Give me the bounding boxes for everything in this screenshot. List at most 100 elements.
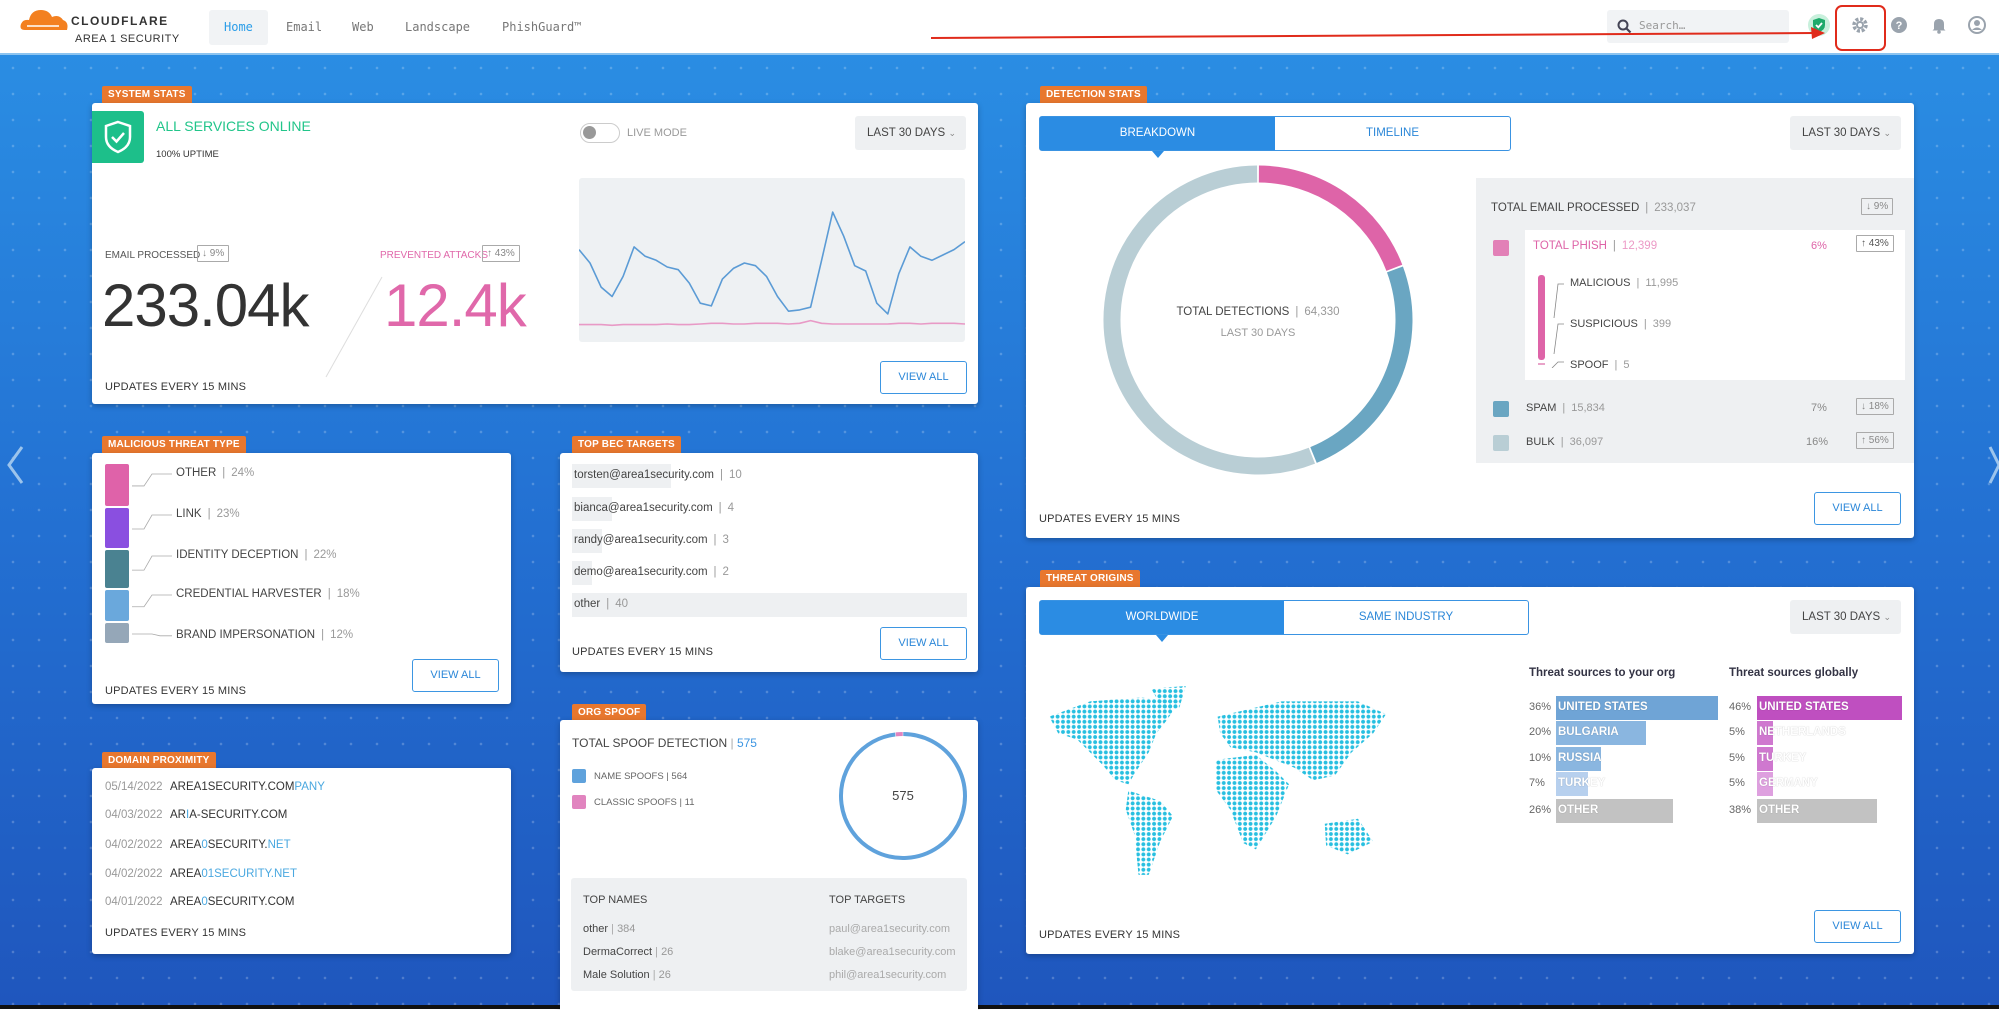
top-name-count: 26 bbox=[661, 946, 673, 958]
status-shield-badge bbox=[92, 111, 144, 163]
bec-target-row[interactable]: torsten@area1security.com|10 bbox=[572, 464, 967, 488]
domain-name[interactable]: AREA0SECURITY.COM bbox=[170, 896, 294, 908]
threat-type-pct: 22% bbox=[313, 549, 336, 561]
source-pct: 7% bbox=[1529, 777, 1545, 789]
connector-line bbox=[130, 593, 174, 611]
domain-diff-part: PANY bbox=[294, 781, 324, 793]
cloudflare-logo[interactable]: CLOUDFLARE AREA 1 SECURITY bbox=[19, 6, 189, 48]
threat-type-bar bbox=[105, 623, 129, 643]
bec-target-text: other|40 bbox=[574, 598, 628, 610]
threat-type-bar bbox=[105, 550, 129, 588]
top-target-item[interactable]: phil@area1security.com bbox=[829, 969, 946, 981]
bec-target-row[interactable]: demo@area1security.com|2 bbox=[572, 561, 967, 585]
top-name: DermaCorrect bbox=[583, 946, 652, 958]
bulk-swatch bbox=[1493, 435, 1509, 451]
separator: | bbox=[714, 566, 717, 578]
range-dropdown[interactable]: LAST 30 DAYS⌄ bbox=[855, 116, 966, 150]
help-icon[interactable]: ? bbox=[1888, 14, 1910, 36]
bulk-value: 36,097 bbox=[1570, 436, 1604, 448]
domain-name[interactable]: AREA1SECURITY.COMPANY bbox=[170, 781, 325, 793]
top-name-count: 384 bbox=[617, 923, 635, 935]
bec-target-row[interactable]: other|40 bbox=[572, 593, 967, 617]
source-country: GERMANY bbox=[1759, 777, 1818, 789]
bulk-pct: 16% bbox=[1806, 436, 1828, 448]
domain-part: AREA bbox=[170, 839, 201, 851]
bec-target-text: demo@area1security.com|2 bbox=[574, 566, 729, 578]
separator: | bbox=[714, 534, 717, 546]
nav-phishguard[interactable]: PhishGuard™ bbox=[487, 10, 596, 45]
view-all-button[interactable]: VIEW ALL bbox=[1814, 910, 1901, 943]
world-dot-map[interactable] bbox=[1039, 663, 1409, 880]
threat-type-label: LINK bbox=[176, 508, 202, 520]
live-mode-toggle[interactable] bbox=[580, 123, 620, 143]
phish-value: 12,399 bbox=[1622, 240, 1657, 252]
spam-label: SPAM bbox=[1526, 402, 1556, 414]
source-country: TURKEY bbox=[1759, 752, 1806, 764]
shield-check-icon bbox=[92, 111, 144, 163]
suspicious-row: SUSPICIOUS|399 bbox=[1570, 318, 1671, 330]
nav-landscape[interactable]: Landscape bbox=[390, 10, 485, 45]
range-dropdown[interactable]: LAST 30 DAYS⌄ bbox=[1790, 116, 1901, 150]
divider-slash bbox=[320, 273, 390, 383]
domain-name[interactable]: AREA0SECURITY.NET bbox=[170, 839, 291, 851]
domain-name[interactable]: ARIA-SECURITY.COM bbox=[170, 809, 287, 821]
threat-type-bar bbox=[105, 464, 129, 506]
bec-target-email: demo@area1security.com bbox=[574, 566, 708, 578]
email-trend-sparkline bbox=[579, 178, 965, 342]
threat-type-label: IDENTITY DECEPTION bbox=[176, 549, 298, 561]
bec-target-bar bbox=[572, 593, 967, 617]
separator: | bbox=[650, 969, 659, 981]
nav-web[interactable]: Web bbox=[337, 10, 389, 45]
carousel-prev-icon[interactable] bbox=[4, 445, 26, 485]
prevented-attacks-value: 12.4k bbox=[384, 271, 526, 340]
source-pct: 26% bbox=[1529, 804, 1551, 816]
update-frequency: UPDATES EVERY 15 MINS bbox=[1039, 513, 1180, 525]
top-targets-heading: TOP TARGETS bbox=[829, 894, 905, 906]
spoof-donut-total: 575 bbox=[835, 788, 971, 803]
nav-email[interactable]: Email bbox=[271, 10, 337, 45]
source-pct: 46% bbox=[1729, 701, 1751, 713]
origin-tabs: WORLDWIDE SAME INDUSTRY bbox=[1039, 600, 1529, 635]
spam-value: 15,834 bbox=[1571, 402, 1605, 414]
malicious-threat-card: OTHER|24%LINK|23%IDENTITY DECEPTION|22%C… bbox=[92, 453, 511, 704]
name-spoofs-swatch bbox=[572, 769, 586, 783]
separator: | bbox=[328, 588, 331, 600]
name-spoofs-label: NAME SPOOFS | 564 bbox=[594, 771, 687, 782]
range-value: LAST 30 DAYS bbox=[1802, 611, 1880, 623]
source-pct: 5% bbox=[1729, 726, 1745, 738]
update-frequency: UPDATES EVERY 15 MINS bbox=[105, 685, 246, 697]
domain-date: 04/02/2022 bbox=[105, 839, 163, 851]
range-dropdown[interactable]: LAST 30 DAYS⌄ bbox=[1790, 600, 1901, 634]
update-frequency: UPDATES EVERY 15 MINS bbox=[1039, 929, 1180, 941]
view-all-button[interactable]: VIEW ALL bbox=[412, 659, 499, 692]
suspicious-value: 399 bbox=[1653, 318, 1671, 330]
bec-target-row[interactable]: randy@area1security.com|3 bbox=[572, 529, 967, 553]
view-all-button[interactable]: VIEW ALL bbox=[880, 627, 967, 660]
top-target-item[interactable]: blake@area1security.com bbox=[829, 946, 956, 958]
top-target-item[interactable]: paul@area1security.com bbox=[829, 923, 950, 935]
donut-segment-phish bbox=[1259, 174, 1394, 268]
spoof-total-row: TOTAL SPOOF DETECTION | 575 bbox=[572, 736, 757, 750]
spoof-total-label: TOTAL SPOOF DETECTION bbox=[572, 736, 727, 750]
tab-breakdown[interactable]: BREAKDOWN bbox=[1040, 117, 1275, 150]
tab-worldwide[interactable]: WORLDWIDE bbox=[1040, 601, 1284, 634]
range-value: LAST 30 DAYS bbox=[867, 127, 945, 139]
nav-home[interactable]: Home bbox=[209, 10, 268, 45]
detection-stats-card: BREAKDOWN TIMELINE LAST 30 DAYS⌄ TOTAL D… bbox=[1026, 103, 1914, 538]
phish-label: TOTAL PHISH bbox=[1533, 240, 1607, 252]
carousel-next-icon[interactable] bbox=[1988, 445, 1999, 485]
domain-date: 04/03/2022 bbox=[105, 809, 163, 821]
bell-icon[interactable] bbox=[1928, 14, 1950, 36]
tab-timeline[interactable]: TIMELINE bbox=[1275, 117, 1510, 150]
view-all-button[interactable]: VIEW ALL bbox=[1814, 492, 1901, 525]
domain-name[interactable]: AREA01SECURITY.NET bbox=[170, 868, 297, 880]
chevron-down-icon: ⌄ bbox=[948, 116, 956, 150]
email-processed-value: 233.04k bbox=[102, 271, 309, 340]
user-icon[interactable] bbox=[1966, 14, 1988, 36]
view-all-button[interactable]: VIEW ALL bbox=[880, 361, 967, 394]
domain-part: A-SECURITY.COM bbox=[189, 809, 287, 821]
bec-target-row[interactable]: bianca@area1security.com|4 bbox=[572, 497, 967, 521]
bec-target-count: 10 bbox=[729, 469, 742, 481]
tab-same-industry[interactable]: SAME INDUSTRY bbox=[1284, 601, 1528, 634]
total-email-row: TOTAL EMAIL PROCESSED|233,037 bbox=[1491, 202, 1696, 214]
